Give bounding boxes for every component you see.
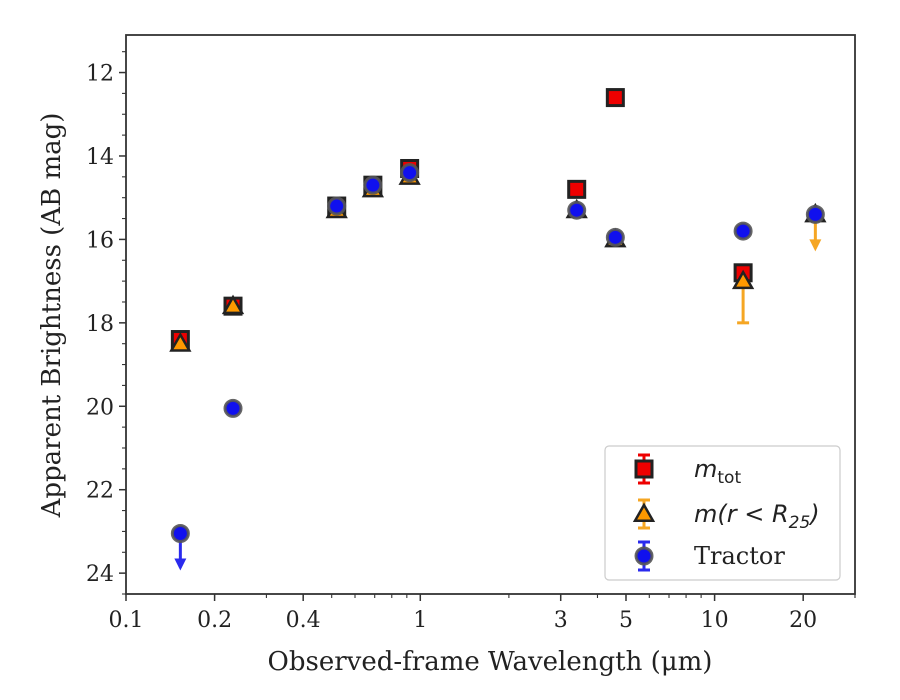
legend: mtot m(r < R25) Tractor xyxy=(604,445,841,581)
x-axis: 0.1 0.2 0.4 1 3 5 10 20 xyxy=(109,594,856,633)
y-axis-label: Apparent Brightness (AB mag) xyxy=(37,113,67,519)
data-point-circle xyxy=(567,200,587,220)
x-tick-label: 0.2 xyxy=(197,608,232,633)
y-tick-label: 22 xyxy=(86,479,114,504)
y-tick-label: 18 xyxy=(86,312,114,337)
data-point-circle xyxy=(805,204,825,224)
legend-label: mtot xyxy=(694,455,741,488)
y-tick-label: 12 xyxy=(86,62,114,87)
data-point-square xyxy=(567,179,587,199)
y-tick-label: 16 xyxy=(86,228,114,253)
x-tick-label: 5 xyxy=(619,608,633,633)
data-point-circle xyxy=(327,196,347,216)
data-points xyxy=(169,88,827,571)
legend-label: m(r < R25) xyxy=(694,500,820,533)
data-point-triangle xyxy=(221,294,245,315)
x-tick-label: 3 xyxy=(554,608,568,633)
x-tick-label: 0.1 xyxy=(109,608,144,633)
x-tick-label: 1 xyxy=(413,608,427,633)
data-point-circle xyxy=(363,175,383,195)
data-point-circle xyxy=(400,163,420,183)
legend-marker-circle xyxy=(634,546,654,566)
data-point-circle xyxy=(223,398,243,418)
x-tick-label: 10 xyxy=(701,608,729,633)
x-tick-label: 0.4 xyxy=(286,608,321,633)
data-point-circle xyxy=(170,524,190,544)
data-point-triangle xyxy=(731,269,755,290)
y-tick-label: 20 xyxy=(86,395,114,420)
legend-marker-square xyxy=(634,459,654,479)
upper-limit-arrow-head xyxy=(809,239,822,252)
x-tick-label: 20 xyxy=(789,608,817,633)
upper-limit-arrow-head xyxy=(174,558,187,571)
data-point-triangle xyxy=(169,332,192,352)
y-tick-label: 24 xyxy=(86,562,114,587)
y-tick-label: 14 xyxy=(86,145,114,170)
x-axis-label: Observed-frame Wavelength (μm) xyxy=(268,647,713,677)
data-point-circle xyxy=(733,221,753,241)
data-point-circle xyxy=(605,227,625,247)
data-point-square xyxy=(605,88,625,108)
legend-marker-triangle xyxy=(632,502,656,522)
y-axis: 12 14 16 18 20 22 24 xyxy=(86,51,126,595)
legend-label: Tractor xyxy=(694,542,785,570)
series-circle xyxy=(170,163,825,571)
legend-box xyxy=(604,445,841,581)
